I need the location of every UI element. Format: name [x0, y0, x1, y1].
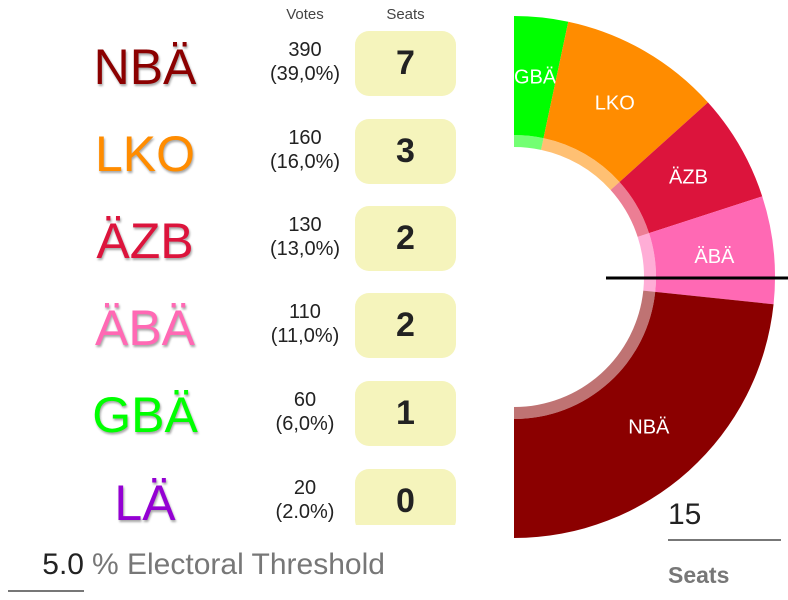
threshold-label: % Electoral Threshold — [92, 548, 385, 581]
votes-nba: 390 (39,0%) — [255, 38, 355, 86]
votes-azb: 130 (13,0%) — [255, 213, 355, 261]
party-name-la: LÄ — [114, 475, 176, 525]
svg-text:NBÄ: NBÄ — [628, 417, 670, 439]
votes-count: 110 — [289, 301, 321, 323]
seats-nba: 7 — [355, 31, 456, 96]
votes-count: 390 — [288, 39, 322, 61]
seats-la: 0 — [355, 469, 456, 525]
svg-text:ÄBÄ: ÄBÄ — [694, 246, 735, 268]
party-name-lko: LKO — [94, 126, 196, 182]
votes-aba: 110 (11,0%) — [255, 300, 355, 348]
votes-la: 20 (2.0%) — [255, 476, 355, 524]
seats-lko: 3 — [355, 119, 456, 184]
party-name-gba: GBÄ — [92, 387, 198, 443]
seats-gba: 1 — [355, 381, 456, 446]
chart-slice-NBÄ: NBÄ — [514, 290, 774, 538]
votes-count: 160 — [288, 127, 322, 149]
votes-percent: (11,0%) — [270, 325, 340, 347]
chart-slice-LKO: LKO — [541, 21, 708, 191]
votes-column-header: Votes — [286, 6, 324, 23]
svg-text:ÄZB: ÄZB — [669, 166, 708, 188]
votes-percent: (39,0%) — [269, 63, 341, 85]
svg-text:GBÄ: GBÄ — [514, 67, 557, 89]
chart-slice-GBÄ: GBÄ — [514, 16, 569, 150]
seats-azb: 2 — [355, 206, 456, 271]
party-name-nba: NBÄ — [93, 39, 197, 95]
votes-lko: 160 (16,0%) — [255, 126, 355, 174]
total-seats-input[interactable]: 15 — [668, 498, 702, 531]
svg-text:LKO: LKO — [595, 92, 635, 114]
threshold-input-underline — [8, 590, 84, 592]
party-table[interactable]: NBÄ 390 (39,0%) 7 LKO 160 (16,0%) 3 ÄZB … — [0, 0, 500, 525]
votes-count: 20 — [293, 477, 317, 499]
votes-gba: 60 (6,0%) — [255, 388, 355, 436]
votes-percent: (13,0%) — [269, 238, 341, 260]
votes-count: 130 — [288, 214, 322, 236]
party-name-azb: ÄZB — [96, 213, 194, 269]
seats-column-header: Seats — [386, 6, 425, 23]
votes-percent: (16,0%) — [269, 151, 341, 173]
chart-slice-ÄZB: ÄZB — [610, 102, 763, 237]
threshold-input[interactable]: 5.0 — [42, 548, 84, 581]
seats-aba: 2 — [355, 293, 456, 358]
votes-percent: (2.0%) — [275, 501, 335, 523]
total-seats-label: Seats — [668, 562, 730, 588]
votes-count: 60 — [293, 389, 317, 411]
votes-percent: (6,0%) — [275, 413, 335, 435]
total-seats-underline — [668, 539, 781, 541]
party-name-aba: ÄBÄ — [94, 300, 196, 356]
